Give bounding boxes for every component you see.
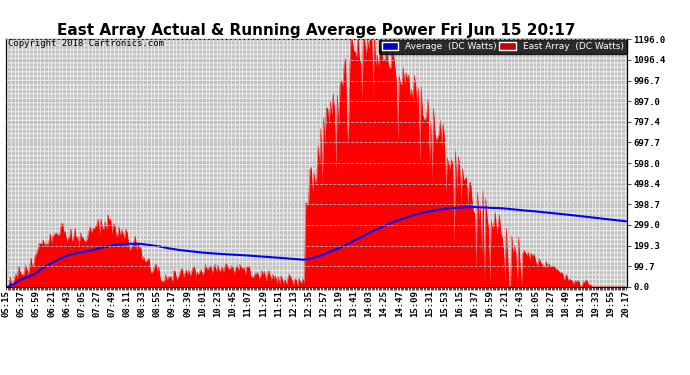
Text: Copyright 2018 Cartronics.com: Copyright 2018 Cartronics.com [8, 39, 164, 48]
Legend: Average  (DC Watts), East Array  (DC Watts): Average (DC Watts), East Array (DC Watts… [379, 39, 627, 54]
Title: East Array Actual & Running Average Power Fri Jun 15 20:17: East Array Actual & Running Average Powe… [57, 23, 575, 38]
